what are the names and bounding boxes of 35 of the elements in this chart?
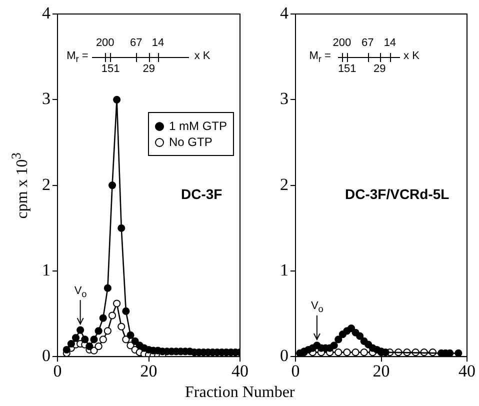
annotation: 67	[362, 37, 374, 49]
y-tick-label: 1	[42, 260, 50, 280]
x-tick-label: 20	[372, 361, 390, 380]
x-tick-label: 40	[232, 361, 248, 380]
annotation: M$_{r}$ =	[66, 50, 88, 64]
text: DC-3F	[181, 186, 222, 202]
legend-label: No GTP	[169, 135, 212, 150]
annotation: 200	[332, 37, 352, 49]
y-tick-label: 0	[280, 346, 288, 366]
annotation: 151	[338, 63, 356, 75]
legend-label: 1 mM GTP	[169, 119, 228, 134]
y-tick-label: 0	[42, 346, 50, 366]
annotation: V$_{o}$	[310, 300, 324, 315]
y-tick-label: 4	[280, 3, 289, 22]
annotation: x K	[404, 50, 420, 62]
y-tick-label: 2	[280, 174, 288, 194]
annotation: V$_{o}$	[74, 285, 87, 300]
annotation: 200	[96, 37, 114, 49]
y-tick-label: 4	[42, 3, 51, 22]
text: DC-3F/VCRd-5L	[345, 186, 450, 202]
x-tick-label: 40	[458, 361, 476, 380]
x-tick-label: 20	[140, 361, 158, 380]
annotation: 67	[130, 37, 142, 49]
annotation: x K	[194, 50, 210, 62]
annotation: 29	[374, 63, 386, 75]
y-tick-label: 3	[42, 89, 50, 108]
annotation: 29	[142, 63, 155, 75]
y-tick-label: 3	[280, 89, 288, 108]
y-tick-label: 2	[42, 174, 50, 194]
annotation: 151	[101, 63, 120, 75]
y-tick-label: 1	[280, 260, 288, 280]
annotation: 14	[152, 37, 164, 49]
annotation: M$_{r}$ =	[309, 50, 331, 64]
annotation: 14	[384, 37, 396, 49]
x-axis-title: Fraction Number	[185, 384, 295, 402]
